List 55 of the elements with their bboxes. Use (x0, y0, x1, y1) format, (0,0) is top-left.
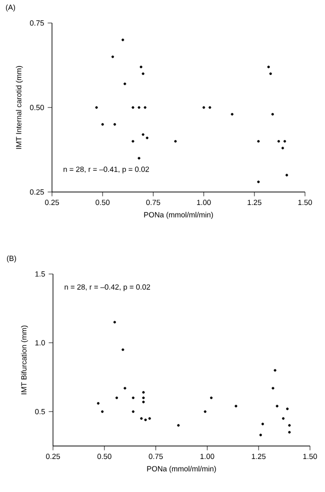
point (230, 112, 234, 116)
point (113, 320, 116, 324)
point (208, 106, 212, 109)
point (113, 123, 116, 126)
point (132, 410, 134, 413)
point (282, 417, 285, 420)
point (272, 386, 274, 390)
point (285, 174, 288, 176)
point (142, 72, 144, 75)
point (276, 404, 278, 408)
point (204, 410, 206, 413)
point (269, 72, 272, 75)
point (210, 396, 213, 400)
point (140, 66, 142, 68)
point (234, 404, 238, 408)
point (288, 424, 291, 427)
point (122, 38, 124, 42)
point (142, 396, 145, 400)
point (142, 391, 145, 394)
point (259, 434, 262, 436)
point (101, 410, 104, 413)
point (148, 417, 151, 420)
point (177, 424, 180, 427)
point (174, 140, 177, 143)
point (202, 106, 206, 109)
point (132, 396, 134, 400)
point (132, 106, 134, 109)
point (124, 82, 126, 86)
point (286, 408, 289, 410)
point (144, 106, 146, 109)
point (281, 146, 284, 150)
point (138, 106, 140, 109)
point (138, 156, 140, 160)
point (101, 123, 104, 126)
point (124, 386, 126, 390)
point (115, 396, 118, 400)
point (288, 430, 291, 434)
point (274, 369, 276, 372)
point (257, 180, 260, 184)
point (283, 140, 286, 143)
point (146, 136, 148, 140)
point (95, 106, 98, 109)
point (111, 56, 114, 58)
point (142, 133, 144, 136)
point (140, 417, 143, 420)
point (142, 400, 145, 404)
point (261, 422, 264, 426)
point (271, 112, 274, 116)
point (132, 140, 134, 143)
point (96, 402, 100, 405)
point (257, 140, 260, 143)
point (144, 418, 147, 422)
point (277, 140, 280, 143)
point (122, 348, 124, 351)
point (267, 66, 270, 68)
